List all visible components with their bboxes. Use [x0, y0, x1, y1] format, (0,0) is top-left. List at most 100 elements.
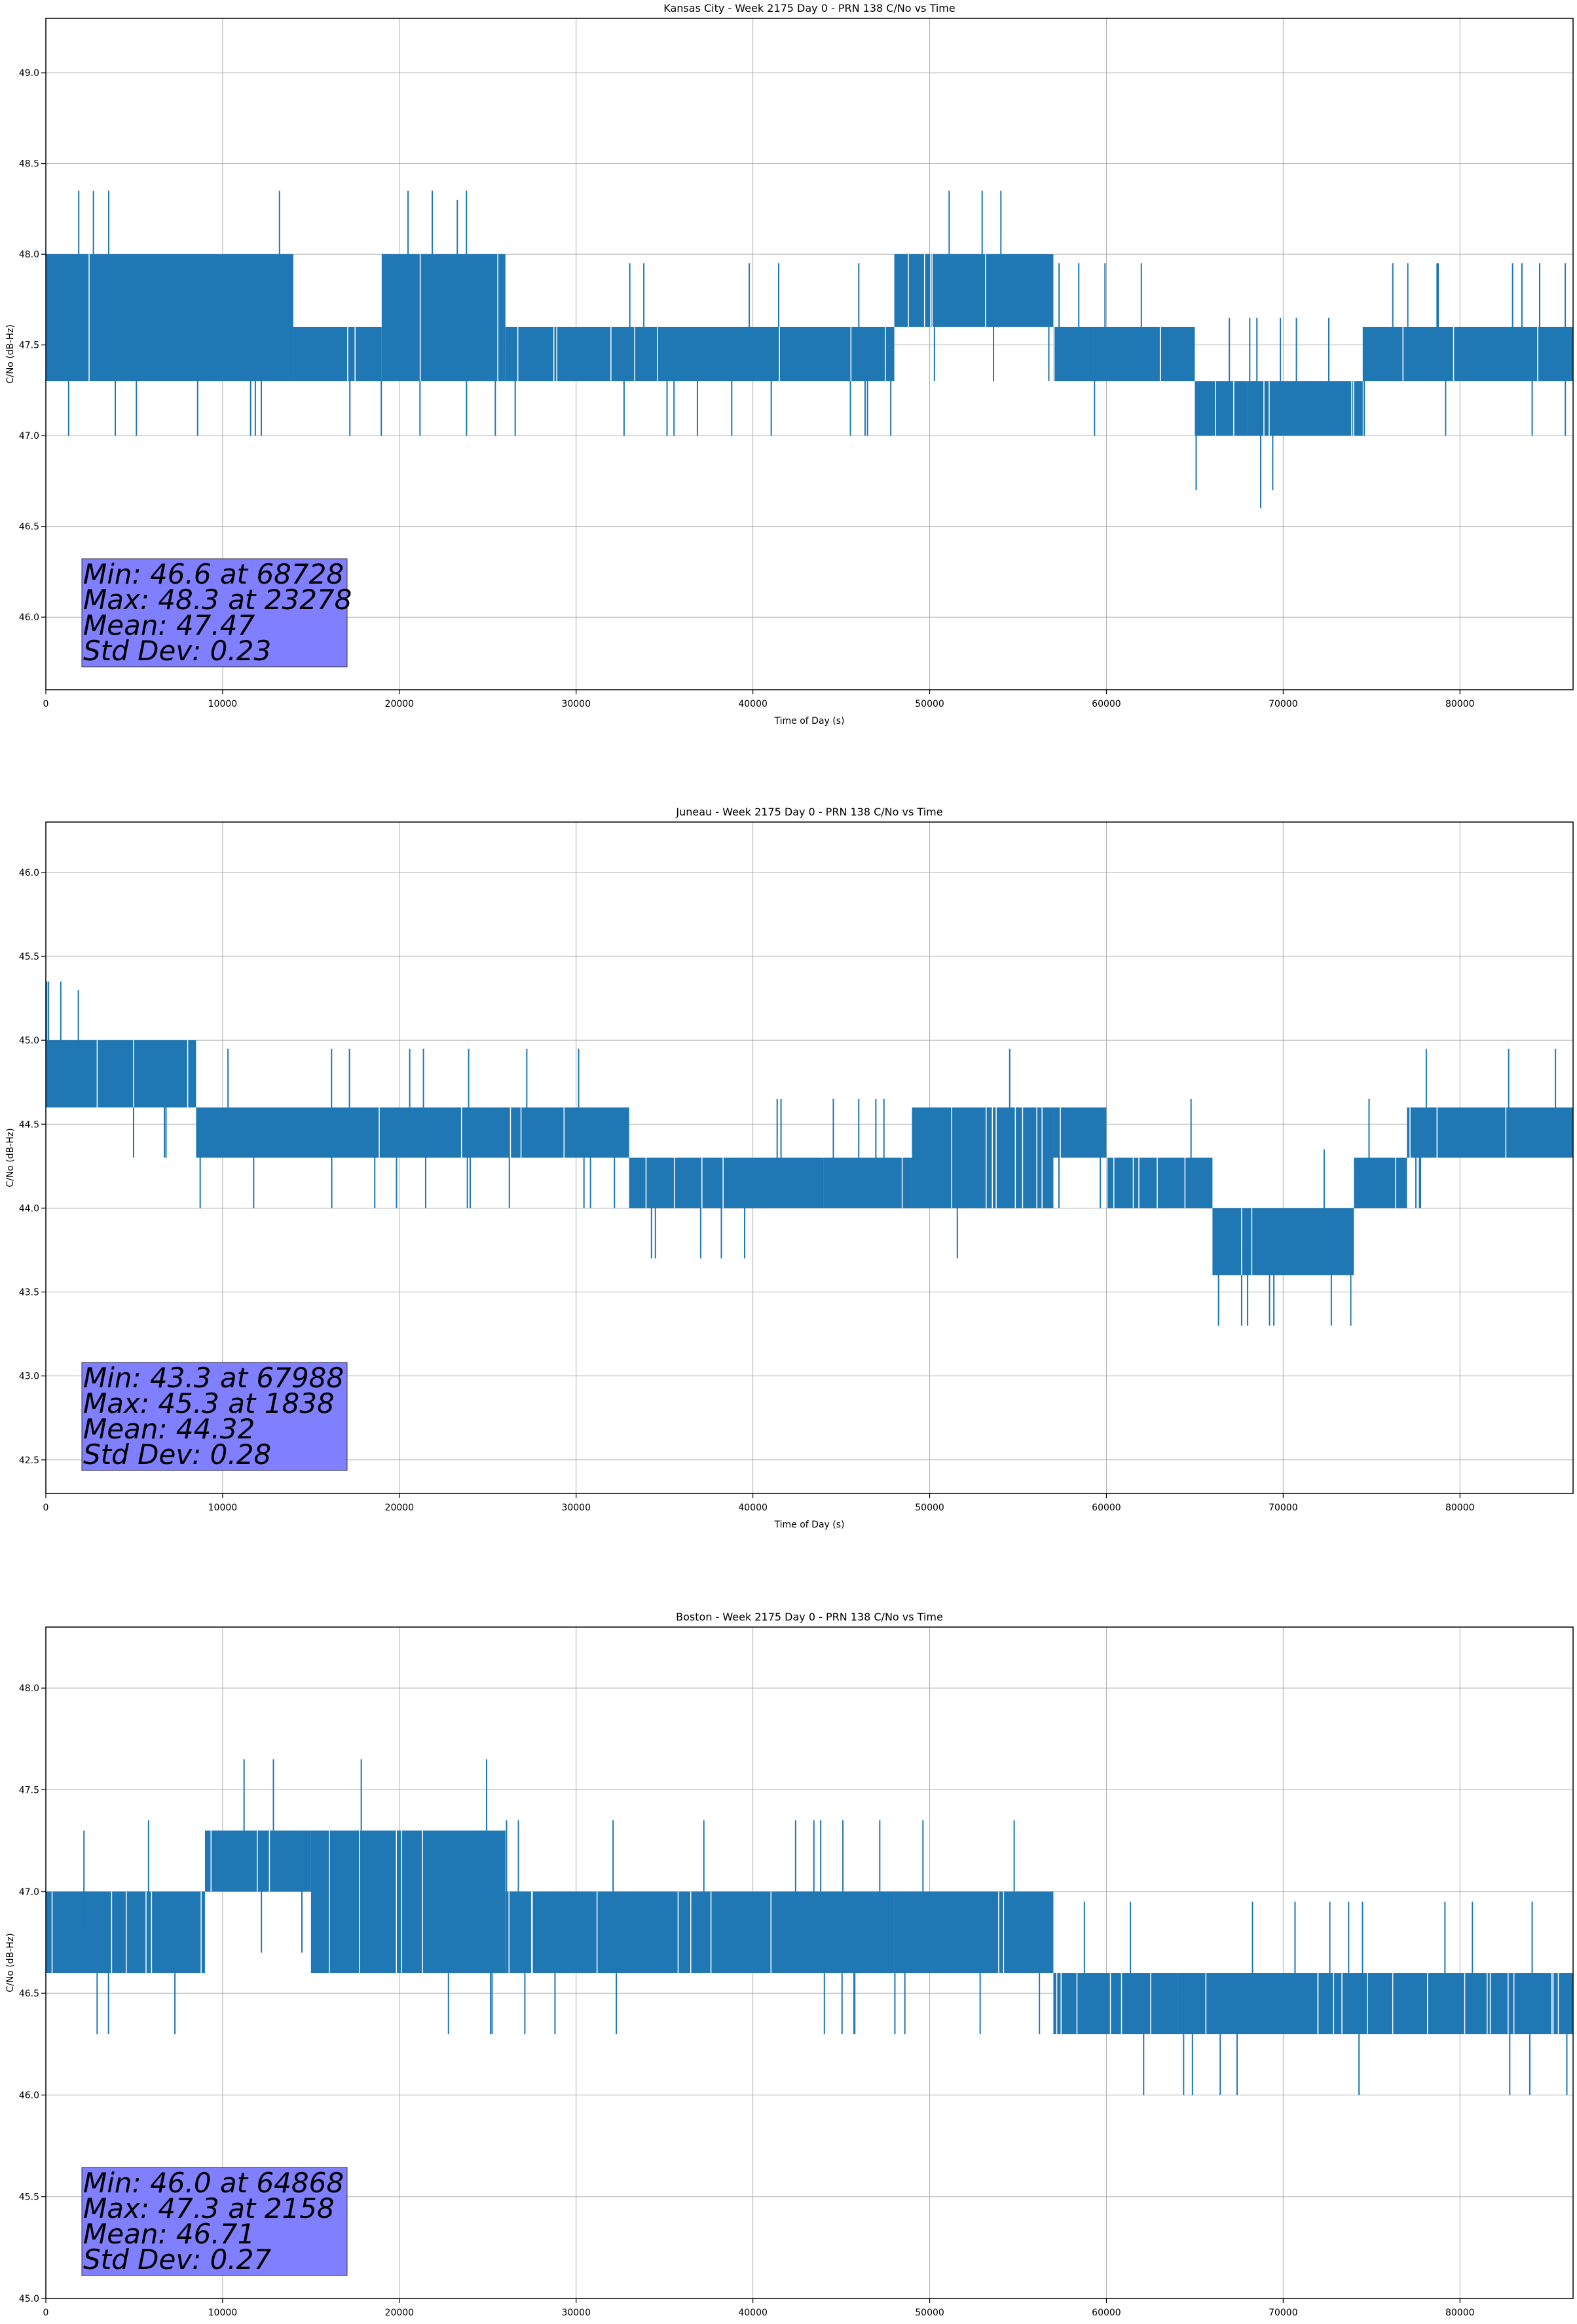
x-tick-label: 20000 — [385, 2308, 415, 2318]
x-tick-label: 10000 — [208, 2308, 238, 2318]
data-gap — [508, 1891, 510, 1974]
data-gap — [1041, 1107, 1043, 1209]
data-gap — [1138, 1157, 1140, 1209]
data-band — [1053, 1973, 1178, 2034]
data-band — [823, 1157, 912, 1209]
data-gap — [610, 326, 612, 382]
data-band — [1195, 381, 1248, 436]
data-gap — [1269, 381, 1270, 436]
data-gap — [995, 1107, 997, 1209]
chart-title: Kansas City - Week 2175 Day 0 - PRN 138 … — [663, 2, 955, 14]
data-band — [310, 1830, 506, 1974]
data-gap — [517, 326, 519, 382]
data-gap — [1109, 1973, 1111, 2034]
plot-frame — [45, 1626, 1574, 2299]
data-gap — [1056, 1973, 1058, 2034]
data-gap — [88, 254, 90, 382]
data-gap — [1215, 381, 1216, 436]
data-gap — [556, 326, 557, 382]
data-gap — [1402, 326, 1404, 382]
data-gap — [269, 1830, 270, 1892]
data-gap — [1106, 1157, 1108, 1209]
y-tick-label: 47.5 — [19, 1785, 39, 1795]
data-band — [1248, 381, 1363, 436]
data-gap — [1205, 1973, 1207, 2034]
stats-min: Min: 46.6 at 68728 — [83, 558, 344, 590]
data-gap — [1557, 1973, 1559, 2034]
data-gap — [396, 1830, 398, 1974]
y-tick-label: 46.5 — [19, 1989, 39, 1999]
data-gap — [1487, 1973, 1488, 2034]
x-tick-label: 70000 — [1269, 699, 1298, 709]
data-gap — [133, 1040, 134, 1108]
y-tick-label: 47.0 — [19, 1887, 39, 1898]
x-tick-label: 80000 — [1445, 699, 1475, 709]
data-band — [46, 1891, 205, 1974]
x-tick-label: 10000 — [208, 1503, 238, 1513]
data-gap — [1113, 1157, 1115, 1209]
data-gap — [931, 254, 933, 327]
data-gap — [722, 1157, 724, 1209]
x-tick-label: 20000 — [385, 699, 415, 709]
data-band — [894, 1891, 1054, 1974]
data-gap — [930, 254, 931, 327]
data-gap — [1121, 1973, 1122, 2034]
data-gap — [531, 1891, 533, 1974]
stats-mean: Mean: 46.71 — [83, 2218, 255, 2250]
stats-box — [81, 1362, 348, 1471]
data-gap — [1003, 1891, 1005, 1974]
y-tick-label: 43.0 — [19, 1372, 39, 1382]
data-gap — [1395, 1157, 1396, 1209]
data-gap — [1036, 1107, 1037, 1209]
data-gap — [1076, 1973, 1078, 2034]
data-gap — [1263, 381, 1265, 436]
data-band — [505, 326, 895, 382]
data-gap — [1132, 1157, 1134, 1209]
data-band — [1354, 1157, 1407, 1209]
data-gap — [1160, 326, 1161, 382]
data-gap — [187, 1040, 189, 1108]
data-gap — [992, 1107, 993, 1209]
x-tick-label: 80000 — [1445, 2308, 1475, 2318]
y-tick-label: 47.0 — [19, 431, 39, 441]
data-band — [46, 1040, 196, 1108]
data-gap — [510, 1107, 511, 1158]
y-tick-label: 45.5 — [19, 952, 39, 962]
data-gap — [923, 254, 925, 327]
data-gap — [1427, 1973, 1428, 2034]
data-gap — [51, 1891, 53, 1974]
y-tick-label: 48.5 — [19, 159, 39, 170]
data-gap — [257, 1830, 258, 1892]
data-gap — [1351, 381, 1352, 436]
stats-max: Max: 45.3 at 1838 — [83, 1387, 335, 1419]
x-tick-label: 30000 — [561, 2308, 591, 2318]
y-tick-label: 49.0 — [19, 68, 39, 79]
data-gap — [210, 1830, 212, 1892]
x-tick-label: 0 — [43, 1503, 49, 1513]
data-gap — [690, 1891, 692, 1974]
plot-frame — [45, 18, 1574, 690]
series-line — [46, 1759, 1573, 2095]
chart-3: 0 10000 20000 30000 40000 50000 60000 70000 8000… — [5, 1611, 1574, 2318]
data-gap — [596, 1891, 598, 1974]
stats-box — [81, 558, 348, 667]
data-gap — [1436, 1107, 1438, 1158]
data-gap — [677, 1891, 679, 1974]
data-gap — [1537, 326, 1538, 382]
data-gap — [497, 254, 498, 382]
data-gap — [354, 326, 356, 382]
stats-max: Max: 47.3 at 2158 — [83, 2192, 335, 2224]
data-band — [1088, 326, 1195, 382]
data-gap — [1233, 381, 1234, 436]
chart-2: 0 10000 20000 30000 40000 50000 60000 70000 8000… — [5, 806, 1574, 1530]
data-gap — [111, 1891, 113, 1974]
data-gap — [1060, 1107, 1061, 1158]
y-axis-label: C/No (dB-Hz) — [5, 1128, 16, 1187]
y-tick-label: 46.0 — [19, 868, 39, 878]
data-gap — [1022, 1107, 1024, 1209]
stats-std: Std Dev: 0.23 — [83, 635, 271, 667]
data-band — [381, 254, 506, 382]
data-gap — [359, 1830, 360, 1974]
data-band — [894, 254, 1054, 327]
